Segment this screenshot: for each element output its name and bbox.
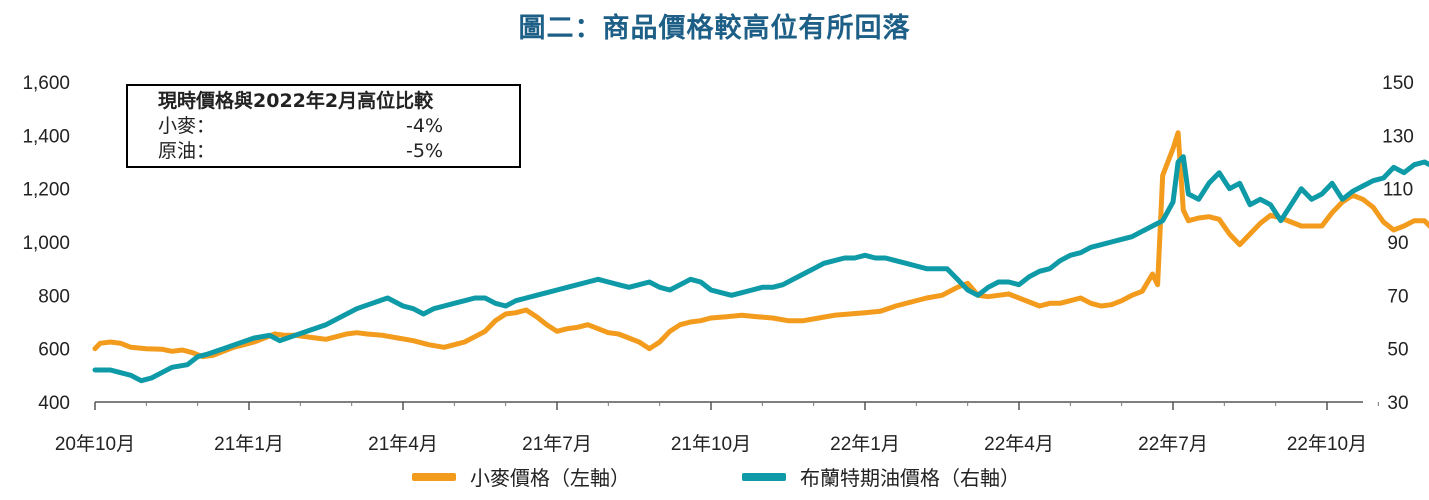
- x-tick-label: 22年10月: [1287, 433, 1367, 455]
- left-axis-tick-labels: 400 600 800 1,000 1,200 1,400 1,600: [22, 73, 70, 414]
- right-tick-label: 150: [1382, 73, 1414, 94]
- comparison-info-box: 現時價格與2022年2月高位比較 小麥： -4% 原油： -5%: [126, 84, 521, 168]
- x-axis-tick-labels: 20年10月 21年1月 21年4月 21年7月 21年10月 22年1月 22年4月 22年…: [55, 433, 1367, 455]
- legend-swatch-wheat: [412, 472, 456, 481]
- left-tick-label: 1,200: [22, 180, 70, 201]
- legend-item-brent: 布蘭特期油價格（右軸）: [742, 462, 1020, 491]
- brent-oil-price-line: [92, 154, 1429, 384]
- info-box-row-wheat: 小麥： -4%: [158, 114, 519, 139]
- info-box-value: -5%: [406, 140, 443, 162]
- right-tick-label: 70: [1387, 286, 1408, 307]
- left-tick-label: 1,400: [22, 126, 70, 147]
- info-box-label: 小麥：: [158, 115, 216, 137]
- legend-label-wheat: 小麥價格（左軸）: [470, 466, 630, 490]
- x-tick-label: 21年10月: [671, 433, 751, 455]
- left-tick-label: 600: [38, 340, 70, 361]
- info-box-heading: 現時價格與2022年2月高位比較: [158, 90, 434, 112]
- series-layer: [92, 130, 1429, 384]
- left-tick-label: 400: [38, 393, 70, 414]
- legend-swatch-brent: [742, 472, 786, 481]
- right-tick-label: 130: [1382, 126, 1414, 147]
- x-tick-label: 20年10月: [55, 433, 135, 455]
- left-tick-label: 1,600: [22, 73, 70, 94]
- left-tick-label: 800: [38, 286, 70, 307]
- right-tick-label: 30: [1387, 393, 1408, 414]
- right-tick-label: 50: [1387, 340, 1408, 361]
- info-box-label: 原油：: [158, 140, 216, 162]
- right-axis-tick-labels: 30 50 70 90 110 130 150: [1382, 73, 1414, 414]
- chart-legend: 小麥價格（左軸） 布蘭特期油價格（右軸）: [0, 462, 1429, 492]
- legend-item-wheat: 小麥價格（左軸）: [412, 462, 630, 491]
- right-tick-label: 110: [1383, 180, 1413, 201]
- right-tick-label: 90: [1387, 233, 1408, 254]
- wheat-price-line: [92, 130, 1429, 360]
- x-tick-label: 21年7月: [522, 433, 592, 455]
- left-tick-label: 1,000: [22, 233, 70, 254]
- info-box-value: -4%: [406, 115, 443, 137]
- x-tick-label: 22年4月: [984, 433, 1054, 455]
- legend-label-brent: 布蘭特期油價格（右軸）: [800, 466, 1020, 490]
- x-tick-label: 21年4月: [368, 433, 438, 455]
- x-tick-label: 22年7月: [1138, 433, 1208, 455]
- axes: [94, 401, 1379, 410]
- info-box-row-oil: 原油： -5%: [158, 139, 519, 164]
- x-tick-label: 21年1月: [214, 433, 284, 455]
- x-tick-label: 22年1月: [830, 433, 900, 455]
- chart-title: 圖二：商品價格較高位有所回落: [518, 13, 911, 44]
